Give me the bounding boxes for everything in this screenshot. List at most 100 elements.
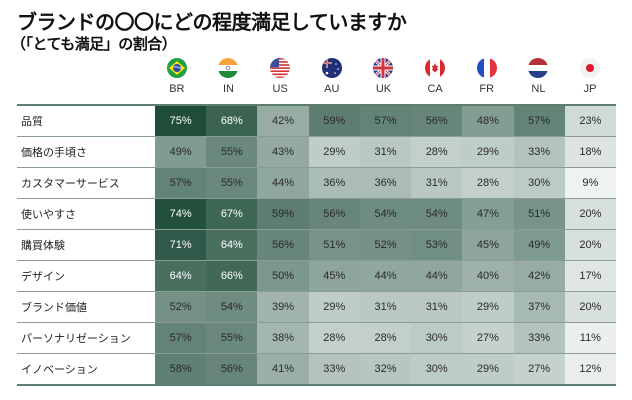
heatmap-table: 品質 75% 68% 42% 59% 57% 56% 48% 57% 23% 価格の手頃さ 49% 55… (17, 104, 616, 386)
heatmap-cell: 54% (359, 198, 412, 230)
heatmap-cell: 49% (513, 229, 565, 261)
country-column-header: FR (461, 58, 513, 100)
heatmap-cell: 29% (462, 353, 514, 386)
heatmap-cell: 27% (462, 322, 514, 354)
country-column-header: CA (409, 58, 461, 100)
brazil-flag-icon (166, 58, 187, 78)
heatmap-cell: 44% (257, 167, 309, 199)
table-row: 使いやすさ 74% 67% 59% 56% 54% 54% 47% 51% 20% (17, 198, 616, 230)
heatmap-cell: 29% (308, 136, 360, 168)
country-header: BR IN US AU UK CA FR NL JP (151, 58, 616, 100)
heatmap-cell: 40% (462, 260, 514, 292)
row-label: パーソナリゼーション (17, 322, 155, 354)
heatmap-cell: 68% (206, 104, 258, 137)
table-row: 購買体験 71% 64% 56% 51% 52% 53% 45% 49% 20% (17, 229, 616, 261)
heatmap-cell: 29% (308, 291, 360, 323)
table-row: ブランド価値 52% 54% 39% 29% 31% 31% 29% 37% 20% (17, 291, 616, 323)
row-label: ブランド価値 (17, 291, 155, 323)
heatmap-cell: 27% (513, 353, 565, 386)
row-label: 購買体験 (17, 229, 155, 261)
heatmap-cell: 52% (155, 291, 207, 323)
heatmap-cell: 67% (206, 198, 258, 230)
country-code: FR (479, 83, 495, 95)
heatmap-cell: 75% (155, 104, 207, 137)
heatmap-cell: 29% (462, 136, 514, 168)
table-row: 価格の手頃さ 49% 55% 43% 29% 31% 28% 29% 33% 18% (17, 136, 616, 168)
canada-flag-icon (425, 58, 446, 78)
row-label: カスタマーサービス (17, 167, 155, 199)
heatmap-cell: 51% (308, 229, 360, 261)
table-row: カスタマーサービス 57% 55% 44% 36% 36% 31% 28% 30% 9% (17, 167, 616, 199)
heatmap-cell: 42% (257, 104, 309, 137)
country-column-header: IN (203, 58, 255, 100)
heatmap-cell: 31% (411, 291, 463, 323)
heatmap-cell: 33% (308, 353, 360, 386)
row-label: デザイン (17, 260, 155, 292)
heatmap-cell: 54% (206, 291, 258, 323)
heatmap-cell: 57% (155, 167, 207, 199)
heatmap-cell: 30% (513, 167, 565, 199)
heatmap-cell: 20% (564, 229, 616, 261)
india-flag-icon (218, 58, 239, 78)
heatmap-cell: 43% (257, 136, 309, 168)
row-label: イノベーション (17, 353, 155, 386)
heatmap-cell: 54% (411, 198, 463, 230)
heatmap-cell: 64% (155, 260, 207, 292)
heatmap-cell: 74% (155, 198, 207, 230)
heatmap-cell: 48% (462, 104, 514, 137)
heatmap-cell: 28% (462, 167, 514, 199)
heatmap-cell: 57% (155, 322, 207, 354)
country-column-header: BR (151, 58, 203, 100)
heatmap-cell: 30% (411, 322, 463, 354)
heatmap-cell: 11% (564, 322, 616, 354)
heatmap-cell: 18% (564, 136, 616, 168)
country-code: BR (169, 83, 185, 95)
heatmap-cell: 45% (308, 260, 360, 292)
japan-flag-icon (580, 58, 601, 78)
country-code: NL (531, 83, 546, 95)
heatmap-cell: 71% (155, 229, 207, 261)
heatmap-cell: 20% (564, 198, 616, 230)
chart-subtitle: （「とても満足」の割合） (11, 35, 177, 53)
heatmap-cell: 28% (308, 322, 360, 354)
heatmap-cell: 29% (462, 291, 514, 323)
table-row: イノベーション 58% 56% 41% 33% 32% 30% 29% 27% 12% (17, 353, 616, 386)
usa-flag-icon (270, 58, 291, 78)
heatmap-cell: 28% (359, 322, 412, 354)
heatmap-cell: 51% (513, 198, 565, 230)
table-row: 品質 75% 68% 42% 59% 57% 56% 48% 57% 23% (17, 104, 616, 137)
heatmap-cell: 42% (513, 260, 565, 292)
heatmap-cell: 56% (308, 198, 360, 230)
heatmap-cell: 9% (564, 167, 616, 199)
heatmap-cell: 66% (206, 260, 258, 292)
heatmap-cell: 47% (462, 198, 514, 230)
heatmap-cell: 52% (359, 229, 412, 261)
heatmap-cell: 33% (513, 322, 565, 354)
heatmap-cell: 59% (308, 104, 360, 137)
heatmap-cell: 55% (206, 136, 258, 168)
row-label: 使いやすさ (17, 198, 155, 230)
heatmap-cell: 44% (359, 260, 412, 292)
heatmap-cell: 41% (257, 353, 309, 386)
heatmap-cell: 56% (257, 229, 309, 261)
heatmap-cell: 57% (359, 104, 412, 137)
heatmap-cell: 36% (308, 167, 360, 199)
country-code: AU (324, 83, 340, 95)
heatmap-cell: 23% (564, 104, 616, 137)
heatmap-cell: 31% (359, 291, 412, 323)
heatmap-cell: 20% (564, 291, 616, 323)
country-code: US (272, 83, 288, 95)
heatmap-cell: 36% (359, 167, 412, 199)
heatmap-cell: 17% (564, 260, 616, 292)
uk-flag-icon (373, 58, 394, 78)
heatmap-cell: 12% (564, 353, 616, 386)
chart-title: ブランドの〇〇にどの程度満足していますか (17, 10, 407, 34)
country-code: UK (375, 83, 392, 95)
heatmap-cell: 59% (257, 198, 309, 230)
heatmap-cell: 31% (411, 167, 463, 199)
country-column-header: NL (513, 58, 565, 100)
heatmap-cell: 39% (257, 291, 309, 323)
heatmap-cell: 31% (359, 136, 412, 168)
table-row: デザイン 64% 66% 50% 45% 44% 44% 40% 42% 17% (17, 260, 616, 292)
heatmap-cell: 57% (513, 104, 565, 137)
